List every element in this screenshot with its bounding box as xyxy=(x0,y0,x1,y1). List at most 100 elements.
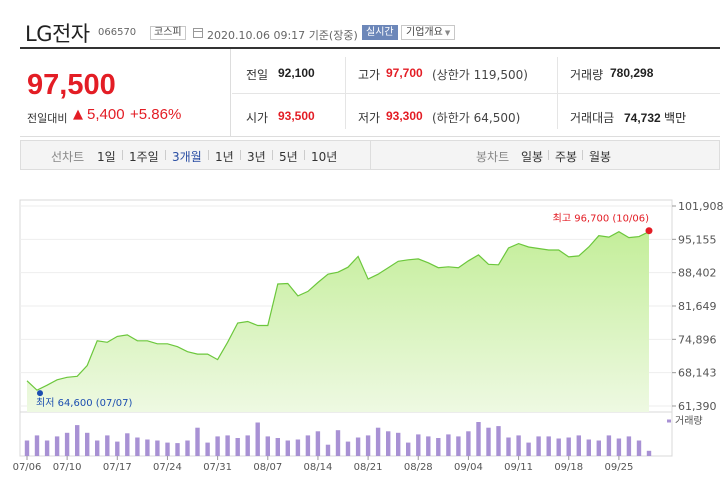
volume-bar xyxy=(195,427,200,456)
y-tick-label: 101,908 xyxy=(678,200,724,213)
volume-bar xyxy=(34,435,40,456)
realtime-button[interactable]: 실시간 xyxy=(362,25,398,40)
volume-bar xyxy=(546,436,551,456)
volume-bar xyxy=(386,431,391,456)
amount-number: 74,732 xyxy=(624,111,661,125)
low-value: 93,300 xyxy=(386,109,423,123)
tab-1w[interactable]: 1주일 xyxy=(129,150,159,164)
volume-bar xyxy=(255,422,260,456)
volume-bar xyxy=(506,437,511,456)
volume-bar xyxy=(295,439,301,456)
x-tick-label: 07/24 xyxy=(153,462,182,473)
x-tick-label: 07/31 xyxy=(203,462,232,473)
tab-10y[interactable]: 10년 xyxy=(311,150,338,164)
volume-bar xyxy=(185,440,190,456)
volume-bar xyxy=(115,441,120,456)
volume-bar xyxy=(215,436,220,456)
volume-bar xyxy=(396,432,401,456)
tab-divider xyxy=(165,150,166,160)
tab-1y[interactable]: 1년 xyxy=(215,150,234,164)
chevron-down-icon: ▼ xyxy=(444,29,451,37)
price-chart: 101,908 95,155 88,402 81,649 74,896 68,143 61,… xyxy=(0,172,724,493)
volume-bar xyxy=(416,434,421,456)
upper-limit: (상한가 119,500) xyxy=(432,68,528,82)
volume-bar xyxy=(24,440,30,456)
x-tick-label: 08/07 xyxy=(253,462,282,473)
market-badge: 코스피 xyxy=(150,26,186,40)
low-label: 저가 xyxy=(358,111,381,125)
high-label: 고가 xyxy=(358,68,381,82)
price-line xyxy=(26,231,650,391)
price-summary: 97,500 전일대비 ▲ 5,400 +5.86% 전일 92,100 고가 … xyxy=(20,49,720,137)
volume-bar xyxy=(496,426,501,456)
volume-bar xyxy=(456,436,461,456)
current-price: 97,500 xyxy=(27,69,116,101)
volume-bar xyxy=(54,436,60,456)
volume-bar xyxy=(325,444,331,456)
tab-1d[interactable]: 1일 xyxy=(97,150,116,164)
tab-monthly[interactable]: 월봉 xyxy=(589,150,612,164)
x-tick-label: 07/10 xyxy=(53,462,82,473)
volume-label: 거래량 xyxy=(570,68,604,82)
header-divider xyxy=(20,47,720,49)
open-label: 시가 xyxy=(246,111,269,125)
volume-bar xyxy=(125,433,130,456)
volume-bar xyxy=(406,442,411,456)
volume-bar xyxy=(576,435,581,456)
open-value: 93,500 xyxy=(278,109,315,123)
volume-bar xyxy=(145,439,150,456)
volume-bar xyxy=(165,442,170,456)
corp-info-label: 기업개요 xyxy=(406,27,443,38)
x-axis-ticks: 07/06 07/10 07/17 07/24 07/31 08/07 08/14 08/21… xyxy=(13,456,633,473)
tab-divider xyxy=(272,150,273,160)
tab-weekly[interactable]: 주봉 xyxy=(555,150,578,164)
compare-label: 전일대비 xyxy=(27,112,68,125)
stats-col-divider xyxy=(345,57,346,129)
price-chart-svg: 101,908 95,155 88,402 81,649 74,896 68,143 61,… xyxy=(13,199,724,473)
tab-5y[interactable]: 5년 xyxy=(279,150,298,164)
y-tick-label: 74,896 xyxy=(678,333,717,346)
volume-bar xyxy=(155,440,160,456)
max-point xyxy=(645,227,653,235)
volume-label: 거래량 xyxy=(675,415,703,427)
x-tick-label: 07/06 xyxy=(13,462,42,473)
volume-bar xyxy=(586,439,591,456)
tab-divider xyxy=(582,150,583,160)
prev-close-label: 전일 xyxy=(246,68,269,82)
volume-bar xyxy=(365,435,371,456)
amount-label: 거래대금 xyxy=(570,111,615,125)
y-tick-label: 81,649 xyxy=(678,300,717,313)
x-tick-label: 07/17 xyxy=(103,462,132,473)
volume-bar xyxy=(566,437,571,456)
volume-bar xyxy=(426,436,431,456)
line-chart-label: 선차트 xyxy=(51,150,85,164)
tab-3m[interactable]: 3개월 xyxy=(172,150,202,164)
tab-daily[interactable]: 일봉 xyxy=(521,150,544,164)
current-price-panel: 97,500 전일대비 ▲ 5,400 +5.86% xyxy=(20,49,231,137)
volume-bar xyxy=(476,422,481,456)
volume-bar xyxy=(235,438,240,456)
tabs-divider xyxy=(370,141,371,169)
volume-bars: 거래량 xyxy=(24,415,703,456)
volume-bar xyxy=(335,430,341,456)
x-tick-label: 08/28 xyxy=(404,462,433,473)
x-tick-label: 09/18 xyxy=(554,462,583,473)
volume-bar xyxy=(44,440,50,456)
volume-bar xyxy=(626,436,632,456)
min-point xyxy=(37,390,43,397)
volume-bar xyxy=(526,442,531,456)
tab-3y[interactable]: 3년 xyxy=(247,150,266,164)
y-tick-label: 68,143 xyxy=(678,367,717,380)
basis-text: 기준(장중) xyxy=(308,29,358,42)
corp-info-dropdown[interactable]: 기업개요 ▼ xyxy=(401,25,456,40)
volume-value: 780,298 xyxy=(610,66,654,80)
up-triangle-icon: ▲ xyxy=(73,107,83,122)
amount-unit: 백만 xyxy=(664,111,687,125)
volume-bar xyxy=(616,438,622,456)
volume-bar xyxy=(516,435,521,456)
chart-period-tabs: 선차트 1일 1주일 3개월 1년 3년 5년 10년 봉차트 일봉 주봉 월봉 xyxy=(20,140,720,170)
calendar-icon xyxy=(193,28,203,38)
lower-limit: (하한가 64,500) xyxy=(432,111,521,125)
datetime-value: 2020.10.06 09:17 xyxy=(207,29,306,42)
volume-bar xyxy=(596,440,601,456)
